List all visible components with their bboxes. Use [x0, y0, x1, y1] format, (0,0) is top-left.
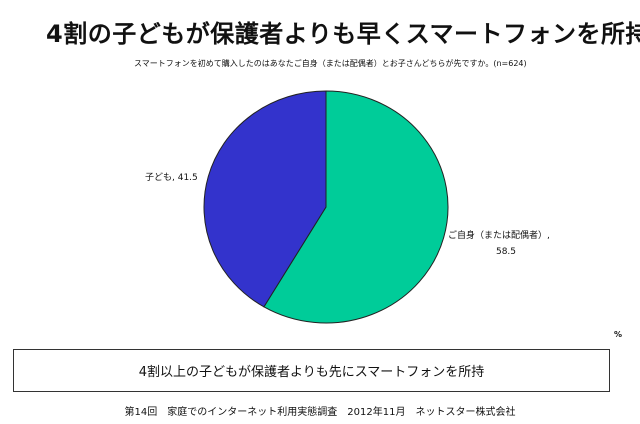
summary-box: 4割以上の子どもが保護者よりも先にスマートフォンを所持: [13, 349, 610, 392]
data-label-self-value: 58.5: [496, 247, 516, 257]
summary-text: 4割以上の子どもが保護者よりも先にスマートフォンを所持: [138, 365, 485, 380]
source-footer: 第14回 家庭でのインターネット利用実態調査 2012年11月 ネットスター株式…: [124, 407, 516, 418]
pie-slice-self: [263, 90, 449, 324]
pie-chart: ご自身（または配偶者）, 58.5 子ども, 41.5: [145, 90, 550, 324]
unit-label: %: [614, 330, 623, 339]
data-label-child: 子ども, 41.5: [145, 172, 198, 183]
page-title: 4割の子どもが保護者よりも早くスマートフォンを所持: [46, 20, 640, 48]
pie-labels: ご自身（または配偶者）, 58.5 子ども, 41.5: [145, 172, 550, 257]
pie-slice-child: [203, 90, 327, 308]
chart-subtitle: スマートフォンを初めて購入したのはあなたご自身（または配偶者）とお子さんどちらが…: [134, 59, 527, 68]
data-label-self: ご自身（または配偶者）,: [448, 229, 550, 241]
pie-slices: [203, 90, 449, 324]
